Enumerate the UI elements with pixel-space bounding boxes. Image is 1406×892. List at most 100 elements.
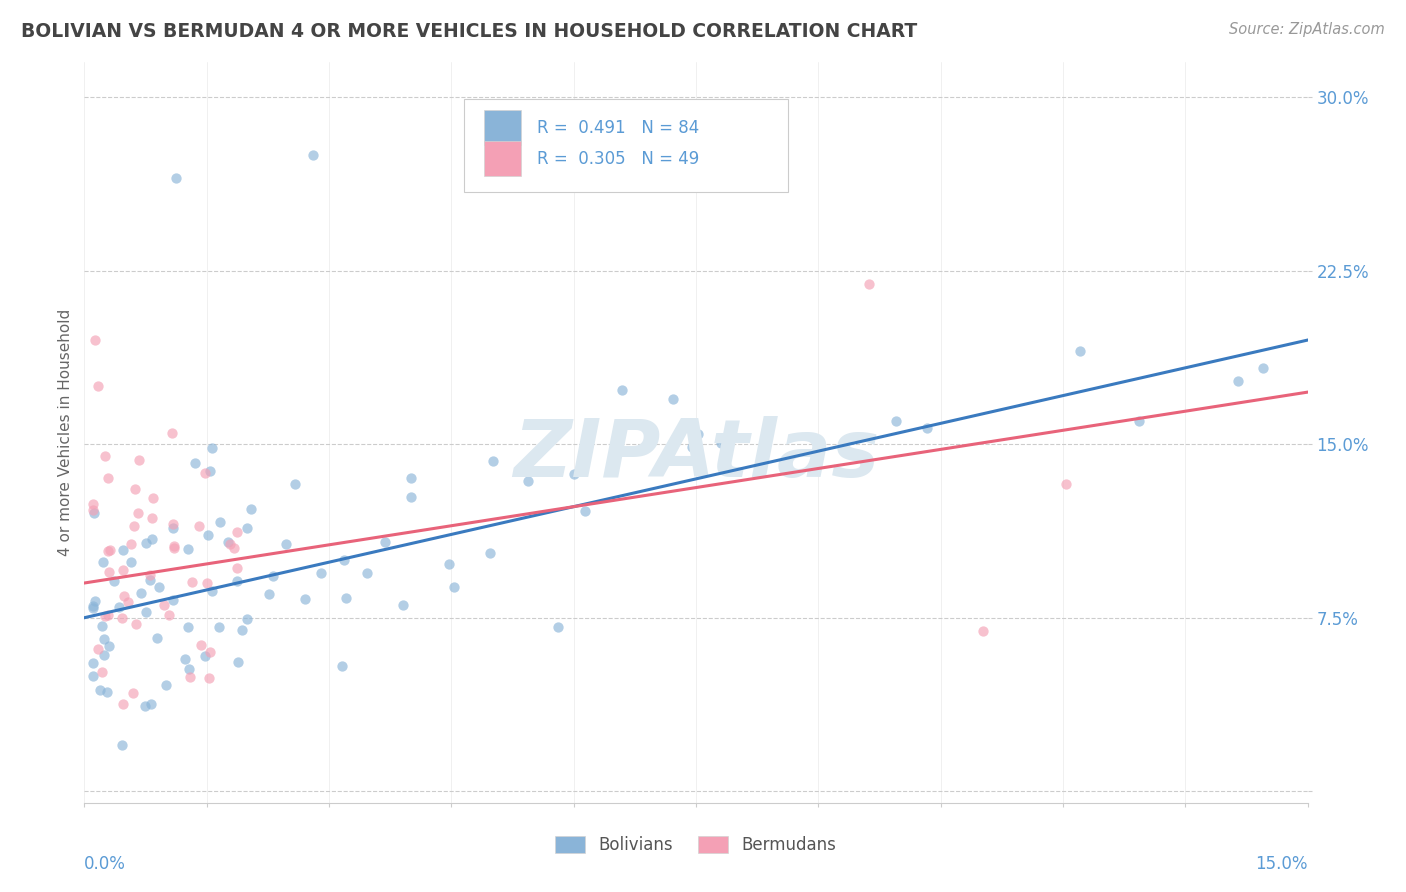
Point bbox=[284, 477, 307, 491]
FancyBboxPatch shape bbox=[484, 141, 522, 177]
Point bbox=[274, 537, 297, 551]
Point bbox=[1069, 343, 1091, 358]
Point bbox=[399, 490, 422, 504]
Point bbox=[125, 617, 148, 632]
Point bbox=[122, 519, 145, 533]
Point bbox=[915, 420, 938, 434]
Point bbox=[195, 576, 218, 591]
Point bbox=[97, 471, 120, 485]
Point bbox=[91, 665, 114, 679]
Point bbox=[177, 620, 200, 634]
Point bbox=[163, 540, 186, 554]
Point bbox=[120, 555, 142, 569]
Point bbox=[200, 464, 222, 478]
Point bbox=[93, 632, 115, 647]
Point bbox=[139, 697, 162, 711]
Point bbox=[858, 277, 880, 291]
Point bbox=[128, 452, 150, 467]
Point bbox=[612, 383, 634, 397]
Point bbox=[139, 568, 162, 582]
Point bbox=[83, 506, 105, 520]
Point bbox=[309, 566, 332, 580]
Point bbox=[84, 333, 107, 347]
Point bbox=[111, 542, 134, 557]
Point bbox=[401, 471, 423, 485]
Point bbox=[1128, 414, 1150, 428]
Point bbox=[177, 542, 200, 557]
Point bbox=[103, 574, 125, 589]
Point bbox=[165, 171, 187, 186]
Point bbox=[157, 608, 180, 623]
Point bbox=[194, 466, 217, 480]
Point bbox=[574, 504, 596, 518]
Point bbox=[226, 525, 249, 540]
Point bbox=[201, 584, 224, 599]
Point bbox=[89, 682, 111, 697]
Point bbox=[194, 649, 217, 664]
Point bbox=[82, 601, 104, 615]
Point bbox=[226, 655, 249, 669]
Point bbox=[177, 662, 200, 676]
Point bbox=[198, 645, 221, 659]
Point bbox=[162, 521, 184, 535]
Point bbox=[516, 474, 538, 488]
Point bbox=[142, 491, 165, 505]
Point bbox=[82, 502, 104, 516]
Point bbox=[240, 501, 263, 516]
Point bbox=[208, 620, 231, 634]
Point bbox=[479, 545, 502, 559]
Point bbox=[111, 611, 134, 625]
Point bbox=[197, 527, 219, 541]
Point bbox=[162, 425, 184, 440]
Point bbox=[162, 592, 184, 607]
Point bbox=[117, 595, 139, 609]
Text: ZIPAtlas: ZIPAtlas bbox=[513, 416, 879, 494]
Point bbox=[335, 591, 357, 605]
Point bbox=[153, 598, 176, 612]
Point bbox=[972, 624, 994, 639]
Point bbox=[98, 543, 121, 558]
Point bbox=[1251, 360, 1274, 375]
Point bbox=[294, 591, 316, 606]
Point bbox=[356, 566, 378, 581]
Point bbox=[97, 544, 120, 558]
Legend: Bolivians, Bermudans: Bolivians, Bermudans bbox=[548, 830, 844, 861]
Point bbox=[257, 586, 280, 600]
Point bbox=[181, 574, 204, 589]
Point bbox=[155, 678, 177, 692]
Point bbox=[1054, 476, 1077, 491]
Point bbox=[112, 589, 135, 603]
Point bbox=[97, 607, 120, 622]
Point bbox=[710, 436, 733, 450]
Point bbox=[330, 659, 353, 673]
Point bbox=[97, 640, 120, 654]
Point bbox=[184, 456, 207, 470]
Point bbox=[82, 656, 104, 670]
Point bbox=[87, 642, 110, 657]
Text: R =  0.491   N = 84: R = 0.491 N = 84 bbox=[537, 119, 699, 136]
Point bbox=[82, 497, 104, 511]
Point bbox=[219, 537, 242, 551]
Point bbox=[201, 441, 224, 455]
Point bbox=[94, 449, 117, 463]
Point bbox=[162, 517, 184, 532]
Point bbox=[179, 670, 201, 684]
Point bbox=[98, 565, 121, 579]
FancyBboxPatch shape bbox=[484, 110, 522, 145]
Point bbox=[226, 561, 249, 575]
Point bbox=[120, 537, 142, 551]
Point bbox=[217, 534, 239, 549]
Point bbox=[93, 648, 115, 663]
Point bbox=[82, 669, 104, 683]
Point bbox=[129, 585, 152, 599]
Point bbox=[190, 638, 212, 652]
Point bbox=[148, 580, 170, 594]
Point bbox=[112, 697, 135, 711]
Point bbox=[231, 624, 253, 638]
Point bbox=[141, 511, 163, 525]
Text: 0.0%: 0.0% bbox=[84, 855, 127, 872]
Text: 15.0%: 15.0% bbox=[1256, 855, 1308, 872]
Point bbox=[139, 573, 162, 587]
Point bbox=[134, 698, 156, 713]
Point bbox=[662, 392, 685, 407]
